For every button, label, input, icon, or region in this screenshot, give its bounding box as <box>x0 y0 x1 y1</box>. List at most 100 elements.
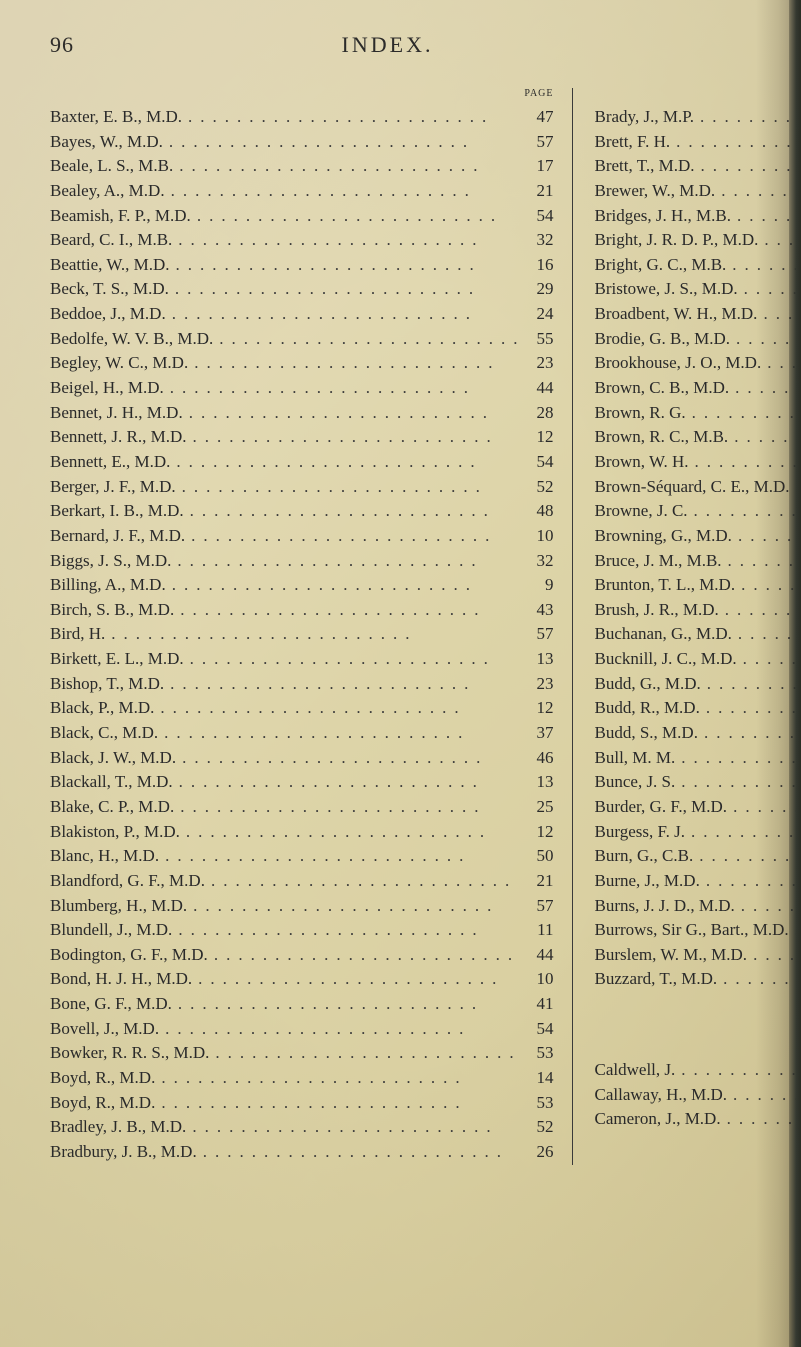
entry-name: Burne, J., M.D. <box>595 869 700 894</box>
entry-page-number: 57 <box>526 622 554 647</box>
entry-leader-dots: ......................... <box>154 696 525 721</box>
entry-leader-dots: ......................... <box>163 130 526 155</box>
index-entry: Bennet, J. H., M.D......................… <box>50 401 554 426</box>
entry-name: Bodington, G. F., M.D. <box>50 943 208 968</box>
entry-name: Blackall, T., M.D. <box>50 770 173 795</box>
entry-name: Bull, M. M. <box>595 746 676 771</box>
entry-name: Black, C., M.D. <box>50 721 158 746</box>
index-entry: Bernard, J. F., M.D.....................… <box>50 524 554 549</box>
index-entry: Bodington, G. F., M.D...................… <box>50 943 554 968</box>
entry-leader-dots: ......................... <box>205 869 526 894</box>
entry-leader-dots: ......................... <box>155 1091 525 1116</box>
index-entry: Berger, J. F., M.D......................… <box>50 475 554 500</box>
index-entry: Berkart, I. B., M.D.....................… <box>50 499 554 524</box>
entry-name: Brush, J. R., M.D. <box>595 598 719 623</box>
entry-leader-dots: ......................... <box>192 967 525 992</box>
entry-name: Beale, L. S., M.B. <box>50 154 173 179</box>
entry-page-number: 50 <box>526 844 554 869</box>
entry-name: Bennet, J. H., M.D. <box>50 401 183 426</box>
entry-name: Bealey, A., M.D. <box>50 179 165 204</box>
entry-name: Bishop, T., M.D. <box>50 672 164 697</box>
index-entry: Blake, C. P., M.D.......................… <box>50 795 554 820</box>
column-header-left: PAGE <box>50 88 554 99</box>
index-entry: Black, J. W., M.D.......................… <box>50 746 554 771</box>
left-entries-list: Baxter, E. B., M.D......................… <box>50 105 554 1165</box>
entry-name: Bone, G. F., M.D. <box>50 992 172 1017</box>
index-entry: Begley, W. C., M.D......................… <box>50 351 554 376</box>
entry-name: Caldwell, J. <box>595 1058 676 1083</box>
entry-leader-dots: ......................... <box>159 1017 525 1042</box>
entry-name: Burgess, F. J. <box>595 820 685 845</box>
entry-page-number: 13 <box>526 647 554 672</box>
entry-name: Browning, G., M.D. <box>595 524 732 549</box>
index-entry: Birch, S. B., M.D.......................… <box>50 598 554 623</box>
index-entry: Bradbury, J. B., M.D....................… <box>50 1140 554 1165</box>
index-entry: Beard, C. I., M.B.......................… <box>50 228 554 253</box>
entry-name: Broadbent, W. H., M.D. <box>595 302 758 327</box>
entry-name: Blake, C. P., M.D. <box>50 795 174 820</box>
entry-name: Bird, H. <box>50 622 105 647</box>
index-entry: Blundell, J., M.D.......................… <box>50 918 554 943</box>
index-entry: Bennett, E., M.D........................… <box>50 450 554 475</box>
entry-name: Berkart, I. B., M.D. <box>50 499 184 524</box>
index-entry: Boyd, R., M.D..........................5… <box>50 1091 554 1116</box>
entry-name: Brett, T., M.D. <box>595 154 695 179</box>
entry-page-number: 32 <box>526 549 554 574</box>
entry-name: Budd, G., M.D. <box>595 672 701 697</box>
entry-name: Brodie, G. B., M.D. <box>595 327 731 352</box>
entry-page-number: 25 <box>526 795 554 820</box>
entry-leader-dots: ......................... <box>174 795 525 820</box>
entry-page-number: 44 <box>526 376 554 401</box>
entry-name: Bennett, E., M.D. <box>50 450 170 475</box>
entry-name: Berger, J. F., M.D. <box>50 475 176 500</box>
entry-name: Blumberg, H., M.D. <box>50 894 187 919</box>
page-header: 96 INDEX. <box>50 32 741 58</box>
entry-name: Black, P., M.D. <box>50 696 154 721</box>
entry-leader-dots: ......................... <box>165 179 526 204</box>
index-entry: Bedolfe, W. V. B., M.D..................… <box>50 327 554 352</box>
index-entry: Blandford, G. F., M.D...................… <box>50 869 554 894</box>
entry-leader-dots: ......................... <box>105 622 525 647</box>
entry-leader-dots: ......................... <box>170 450 525 475</box>
entry-name: Cameron, J., M.D. <box>595 1107 721 1132</box>
index-entry: Bone, G. F., M.D........................… <box>50 992 554 1017</box>
entry-leader-dots: ......................... <box>186 425 525 450</box>
entry-page-number: 16 <box>526 253 554 278</box>
page-container: 96 INDEX. PAGE Baxter, E. B., M.D.......… <box>0 0 801 1347</box>
entry-page-number: 47 <box>526 105 554 130</box>
entry-page-number: 13 <box>526 770 554 795</box>
entry-page-number: 43 <box>526 598 554 623</box>
entry-name: Brewer, W., M.D. <box>595 179 716 204</box>
entry-leader-dots: ......................... <box>209 1041 525 1066</box>
entry-name: Callaway, H., M.D. <box>595 1083 728 1108</box>
index-entry: Bealey, A., M.D.........................… <box>50 179 554 204</box>
entry-name: Baxter, E. B., M.D. <box>50 105 182 130</box>
index-entry: Beattie, W., M.D........................… <box>50 253 554 278</box>
index-entry: Bird, H..........................57 <box>50 622 554 647</box>
entry-leader-dots: ......................... <box>188 351 525 376</box>
entry-leader-dots: ......................... <box>176 475 526 500</box>
entry-page-number: 17 <box>526 154 554 179</box>
entry-page-number: 24 <box>526 302 554 327</box>
entry-leader-dots: ......................... <box>182 105 526 130</box>
entry-page-number: 44 <box>526 943 554 968</box>
entry-name: Budd, R., M.D. <box>595 696 700 721</box>
index-entry: Bovell, J., M.D.........................… <box>50 1017 554 1042</box>
entry-page-number: 12 <box>526 696 554 721</box>
index-entry: Birkett, E. L., M.D.....................… <box>50 647 554 672</box>
entry-leader-dots: ......................... <box>166 302 526 327</box>
entry-name: Bennett, J. R., M.D. <box>50 425 186 450</box>
entry-name: Bowker, R. R. S., M.D. <box>50 1041 209 1066</box>
entry-page-number: 57 <box>526 894 554 919</box>
index-entry: Blackall, T., M.D.......................… <box>50 770 554 795</box>
entry-page-number: 11 <box>526 918 554 943</box>
entry-page-number: 14 <box>526 1066 554 1091</box>
entry-name: Brett, F. H. <box>595 130 671 155</box>
entry-name: Brady, J., M.P. <box>595 105 695 130</box>
entry-name: Blundell, J., M.D. <box>50 918 172 943</box>
entry-page-number: 26 <box>526 1140 554 1165</box>
entry-name: Brown, W. H. <box>595 450 689 475</box>
index-entry: Biggs, J. S., M.D.......................… <box>50 549 554 574</box>
entry-name: Begley, W. C., M.D. <box>50 351 188 376</box>
entry-leader-dots: ......................... <box>187 894 525 919</box>
